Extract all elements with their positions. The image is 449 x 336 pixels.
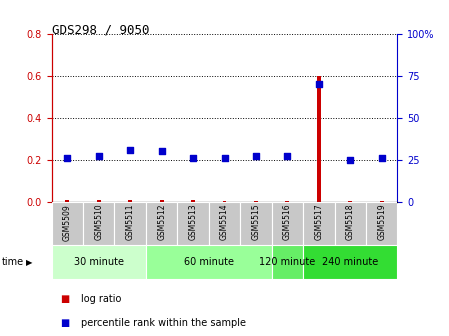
Bar: [52, 245, 146, 279]
Point: [95, 154, 102, 159]
Bar: [209, 202, 240, 245]
Text: log ratio: log ratio: [81, 294, 121, 304]
Point: [284, 154, 291, 159]
Point: [189, 155, 197, 161]
Bar: [52, 202, 83, 245]
Text: GSM5514: GSM5514: [220, 204, 229, 241]
Text: GSM5512: GSM5512: [157, 204, 166, 240]
Bar: [348, 201, 352, 202]
Text: time: time: [2, 257, 24, 267]
Text: GSM5511: GSM5511: [126, 204, 135, 240]
Bar: [240, 202, 272, 245]
Text: GSM5515: GSM5515: [251, 204, 260, 241]
Point: [221, 155, 228, 161]
Text: 240 minute: 240 minute: [322, 257, 379, 267]
Bar: [303, 245, 397, 279]
Bar: [272, 245, 303, 279]
Text: GSM5519: GSM5519: [377, 204, 386, 241]
Point: [158, 149, 165, 154]
Bar: [366, 202, 397, 245]
Text: GSM5517: GSM5517: [314, 204, 323, 241]
Text: GSM5513: GSM5513: [189, 204, 198, 241]
Text: percentile rank within the sample: percentile rank within the sample: [81, 318, 246, 328]
Point: [127, 147, 134, 152]
Point: [64, 155, 71, 161]
Bar: [254, 201, 258, 202]
Bar: [335, 202, 366, 245]
Bar: [303, 202, 335, 245]
Bar: [83, 202, 114, 245]
Point: [347, 157, 354, 162]
Text: 120 minute: 120 minute: [259, 257, 316, 267]
Text: ■: ■: [61, 318, 70, 328]
Bar: [177, 202, 209, 245]
Bar: [146, 245, 272, 279]
Text: ■: ■: [61, 294, 70, 304]
Bar: [146, 202, 177, 245]
Bar: [191, 200, 195, 202]
Text: GSM5510: GSM5510: [94, 204, 103, 241]
Bar: [66, 200, 69, 202]
Bar: [223, 201, 226, 202]
Bar: [97, 200, 101, 202]
Text: 30 minute: 30 minute: [74, 257, 124, 267]
Bar: [272, 202, 303, 245]
Bar: [286, 201, 289, 202]
Text: GSM5509: GSM5509: [63, 204, 72, 241]
Text: GSM5518: GSM5518: [346, 204, 355, 240]
Text: GDS298 / 9050: GDS298 / 9050: [52, 24, 149, 37]
Point: [315, 81, 322, 87]
Bar: [160, 200, 163, 202]
Point: [252, 154, 260, 159]
Text: GSM5516: GSM5516: [283, 204, 292, 241]
Point: [378, 155, 385, 161]
Text: ▶: ▶: [26, 258, 32, 266]
Bar: [128, 200, 132, 202]
Bar: [114, 202, 146, 245]
Bar: [317, 76, 321, 202]
Text: 60 minute: 60 minute: [184, 257, 234, 267]
Bar: [380, 201, 383, 202]
